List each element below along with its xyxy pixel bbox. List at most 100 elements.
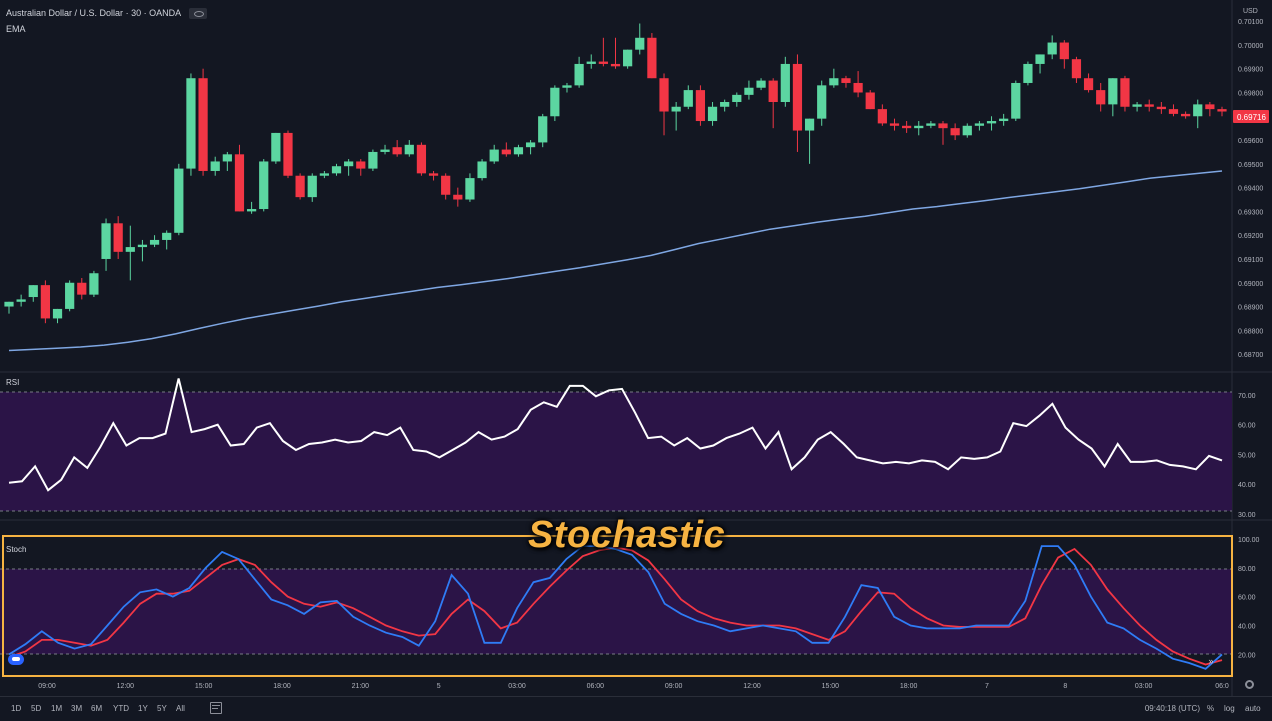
candle[interactable] xyxy=(1047,42,1057,55)
symbol-interval[interactable]: 30 xyxy=(131,8,142,18)
candle[interactable] xyxy=(756,80,766,88)
candle[interactable] xyxy=(477,161,487,179)
candle[interactable] xyxy=(283,132,293,176)
candle[interactable] xyxy=(610,63,621,67)
candle[interactable] xyxy=(89,273,99,295)
range-ytd[interactable]: YTD xyxy=(113,704,129,713)
candle[interactable] xyxy=(307,175,317,198)
price-scale[interactable]: 0.701000.700000.699000.698000.697000.696… xyxy=(1238,19,1263,359)
rsi-line[interactable] xyxy=(8,378,1223,492)
candle[interactable] xyxy=(720,102,730,107)
time-status[interactable]: 09:40:18 (UTC) xyxy=(1144,704,1200,713)
symbol-name[interactable]: Australian Dollar / U.S. Dollar xyxy=(6,8,124,18)
candle[interactable] xyxy=(319,173,329,176)
candle[interactable] xyxy=(999,118,1009,122)
candle[interactable] xyxy=(1108,78,1118,105)
candle[interactable] xyxy=(744,87,754,95)
currency-label[interactable]: USD xyxy=(1243,8,1258,15)
candle[interactable] xyxy=(149,239,160,245)
candle[interactable] xyxy=(1083,78,1094,91)
cloud-icon[interactable] xyxy=(8,654,24,665)
candle[interactable] xyxy=(428,173,439,176)
candle[interactable] xyxy=(453,194,463,200)
candle[interactable] xyxy=(392,147,402,155)
ema-legend[interactable]: EMA xyxy=(6,24,26,34)
candle[interactable] xyxy=(246,209,257,212)
candle[interactable] xyxy=(368,151,378,169)
candle[interactable] xyxy=(113,223,123,252)
candle[interactable] xyxy=(344,161,354,167)
candle[interactable] xyxy=(1120,78,1130,107)
candle[interactable] xyxy=(562,85,572,88)
candle[interactable] xyxy=(356,161,366,169)
candle[interactable] xyxy=(804,118,815,131)
candle[interactable] xyxy=(295,175,305,198)
time-axis[interactable]: 09:00 12:00 15:00 18:00 21:00 5 03:00 06:00 09:0… xyxy=(38,683,1229,690)
gear-icon[interactable] xyxy=(1245,680,1254,689)
candle[interactable] xyxy=(780,63,790,102)
candle[interactable] xyxy=(489,149,499,162)
candle[interactable] xyxy=(683,90,693,107)
candle[interactable] xyxy=(829,78,839,86)
candle[interactable] xyxy=(1011,82,1021,119)
candle-series[interactable] xyxy=(4,23,1227,324)
range-all[interactable]: All xyxy=(176,704,185,713)
candle[interactable] xyxy=(671,106,681,112)
range-6m[interactable]: 6M xyxy=(91,704,103,713)
candle[interactable] xyxy=(210,161,220,171)
candle[interactable] xyxy=(986,121,997,124)
stoch-scale[interactable]: 100.00 80.00 60.00 40.00 20.00 xyxy=(1238,537,1260,659)
log-toggle[interactable]: log xyxy=(1224,704,1235,713)
candle[interactable] xyxy=(513,147,524,155)
candle[interactable] xyxy=(659,78,669,112)
candle[interactable] xyxy=(950,128,960,136)
candle[interactable] xyxy=(271,132,281,162)
range-1d[interactable]: 1D xyxy=(11,704,22,713)
candle[interactable] xyxy=(137,244,148,248)
candle[interactable] xyxy=(962,125,972,136)
candle[interactable] xyxy=(65,282,75,309)
candle[interactable] xyxy=(1132,104,1142,107)
candle[interactable] xyxy=(792,63,803,131)
candle[interactable] xyxy=(404,144,414,155)
candle[interactable] xyxy=(586,61,596,64)
candle[interactable] xyxy=(40,285,50,319)
candle[interactable] xyxy=(538,116,548,143)
candle[interactable] xyxy=(550,87,560,117)
candle[interactable] xyxy=(695,90,706,122)
candle[interactable] xyxy=(331,166,342,174)
candle[interactable] xyxy=(926,123,936,126)
candle[interactable] xyxy=(186,78,196,169)
candle[interactable] xyxy=(1217,109,1227,112)
candle[interactable] xyxy=(380,149,390,152)
stoch-label[interactable]: Stoch xyxy=(6,545,27,554)
candle[interactable] xyxy=(817,85,827,119)
candle[interactable] xyxy=(501,149,511,155)
candle[interactable] xyxy=(768,80,778,102)
candle[interactable] xyxy=(1181,113,1191,117)
candle[interactable] xyxy=(574,63,584,86)
range-5y[interactable]: 5Y xyxy=(157,704,167,713)
range-1y[interactable]: 1Y xyxy=(138,704,148,713)
candle[interactable] xyxy=(1144,104,1154,107)
candle[interactable] xyxy=(902,125,912,129)
candle[interactable] xyxy=(162,232,172,240)
candle[interactable] xyxy=(974,123,985,126)
candle[interactable] xyxy=(598,61,608,64)
candle[interactable] xyxy=(259,161,269,210)
candle[interactable] xyxy=(707,106,718,122)
candle[interactable] xyxy=(125,247,135,252)
candle[interactable] xyxy=(222,154,232,162)
scroll-to-realtime-icon[interactable]: » xyxy=(1208,656,1214,666)
candle[interactable] xyxy=(441,175,451,195)
eye-icon[interactable] xyxy=(189,8,208,20)
calendar-icon[interactable] xyxy=(210,702,222,714)
ema-line[interactable] xyxy=(8,170,1223,352)
candle[interactable] xyxy=(1071,59,1082,79)
percent-toggle[interactable]: % xyxy=(1207,704,1215,713)
candle[interactable] xyxy=(1205,104,1215,110)
candle[interactable] xyxy=(914,125,924,129)
rsi-label[interactable]: RSI xyxy=(6,378,20,387)
candle[interactable] xyxy=(865,92,875,110)
